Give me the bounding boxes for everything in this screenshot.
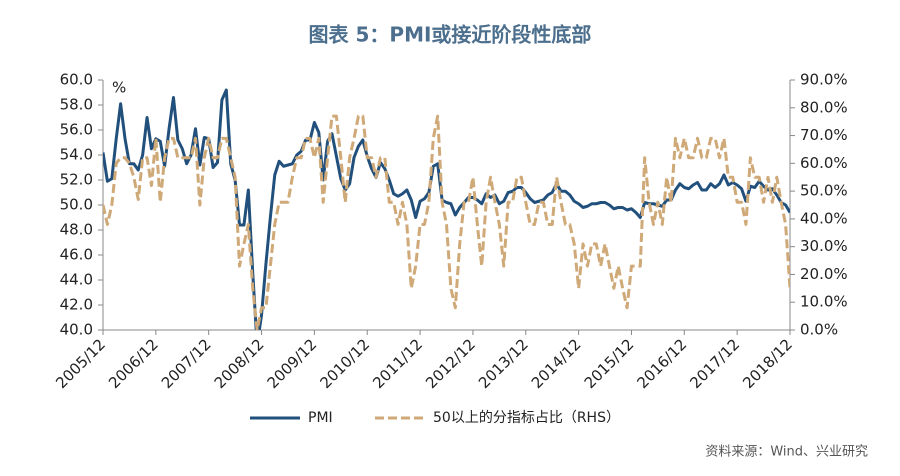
y-tick-label: 46.0 xyxy=(60,246,93,264)
y-tick-label: 56.0 xyxy=(60,121,93,139)
y-tick-label: 48.0 xyxy=(60,221,93,239)
y2-tick-label: 30.0% xyxy=(800,237,848,255)
x-tick-label: 2018/12 xyxy=(739,335,796,392)
y2-tick-label: 90.0% xyxy=(800,71,848,89)
x-tick-label: 2014/12 xyxy=(528,335,585,392)
y2-tick-label: 0.0% xyxy=(800,321,838,339)
x-tick-label: 2017/12 xyxy=(686,335,743,392)
y-tick-label: 52.0 xyxy=(60,171,93,189)
y2-tick-label: 50.0% xyxy=(800,182,848,200)
y-tick-label: 58.0 xyxy=(60,96,93,114)
x-tick-label: 2005/12 xyxy=(52,335,109,392)
y-tick-label: 42.0 xyxy=(60,296,93,314)
y-tick-label: 40.0 xyxy=(60,321,93,339)
y-tick-label: 54.0 xyxy=(60,146,93,164)
x-tick-label: 2007/12 xyxy=(158,335,215,392)
x-tick-label: 2009/12 xyxy=(264,335,321,392)
y2-tick-label: 20.0% xyxy=(800,265,848,283)
y2-tick-label: 80.0% xyxy=(800,98,848,116)
y2-tick-label: 60.0% xyxy=(800,154,848,172)
x-tick-label: 2010/12 xyxy=(316,335,373,392)
legend-label: 50以上的分指标占比（RHS） xyxy=(433,410,620,426)
y2-tick-label: 40.0% xyxy=(800,209,848,227)
x-tick-label: 2008/12 xyxy=(211,335,268,392)
y-unit: % xyxy=(112,79,126,97)
series-line xyxy=(103,88,790,330)
x-tick-label: 2013/12 xyxy=(475,335,532,392)
y2-tick-label: 10.0% xyxy=(800,293,848,311)
x-tick-label: 2011/12 xyxy=(369,335,426,392)
x-tick-label: 2006/12 xyxy=(105,335,162,392)
y-tick-label: 44.0 xyxy=(60,271,93,289)
x-tick-label: 2015/12 xyxy=(581,335,638,392)
source: 资料来源：Wind、兴业研究 xyxy=(705,445,868,460)
y-tick-label: 60.0 xyxy=(60,71,93,89)
y-tick-label: 50.0 xyxy=(60,196,93,214)
x-tick-label: 2016/12 xyxy=(634,335,691,392)
y2-tick-label: 70.0% xyxy=(800,126,848,144)
plot-area xyxy=(103,88,790,330)
chart-title: 图表 5：PMI或接近阶段性底部 xyxy=(309,23,592,47)
x-tick-label: 2012/12 xyxy=(422,335,479,392)
legend-label: PMI xyxy=(308,410,333,426)
series-line xyxy=(103,114,790,330)
